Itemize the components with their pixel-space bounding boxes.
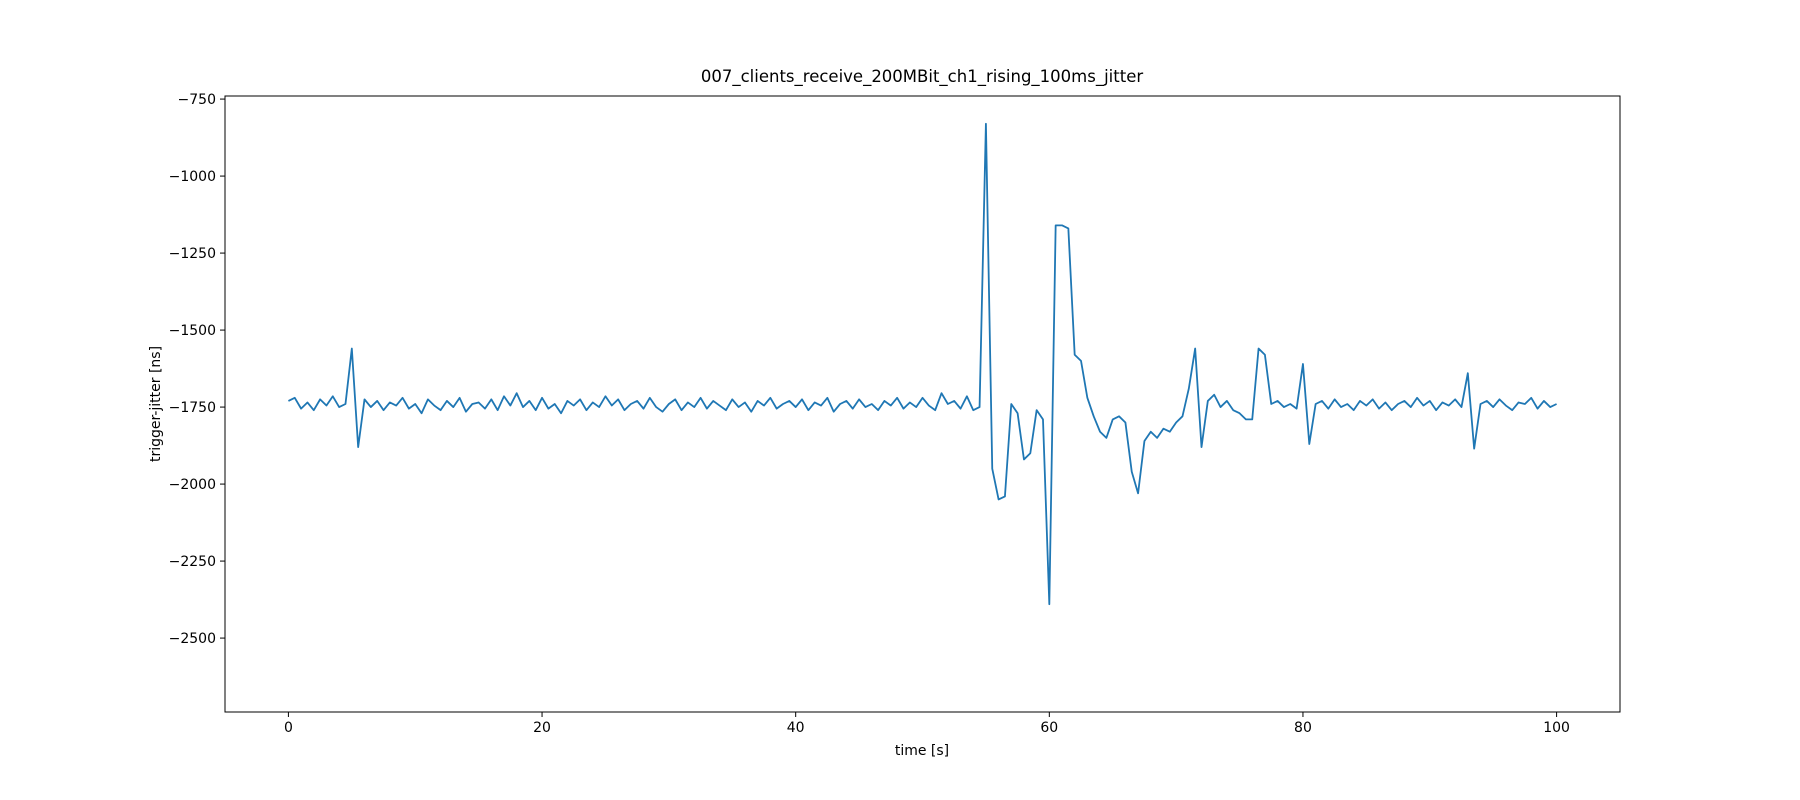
y-tick-label: −750: [178, 92, 216, 108]
x-tick-label: 20: [533, 720, 551, 736]
chart-title: 007_clients_receive_200MBit_ch1_rising_1…: [701, 67, 1143, 87]
data-line: [288, 122, 1557, 606]
y-tick-label: −2250: [169, 554, 216, 570]
y-tick-label: −1000: [169, 169, 216, 185]
y-tick-label: −1500: [169, 323, 216, 339]
x-tick-label: 40: [787, 720, 805, 736]
y-tick-label: −2000: [169, 477, 216, 493]
x-tick-label: 60: [1040, 720, 1058, 736]
x-tick-label: 0: [284, 720, 293, 736]
y-axis-label: trigger-jitter [ns]: [148, 346, 164, 462]
y-tick-label: −1750: [169, 400, 216, 416]
y-tick-label: −1250: [169, 246, 216, 262]
x-tick-label: 100: [1543, 720, 1570, 736]
plot-frame: [224, 95, 1621, 713]
x-tick-label: 80: [1294, 720, 1312, 736]
y-tick-label: −2500: [169, 631, 216, 647]
x-axis-label: time [s]: [895, 743, 949, 759]
